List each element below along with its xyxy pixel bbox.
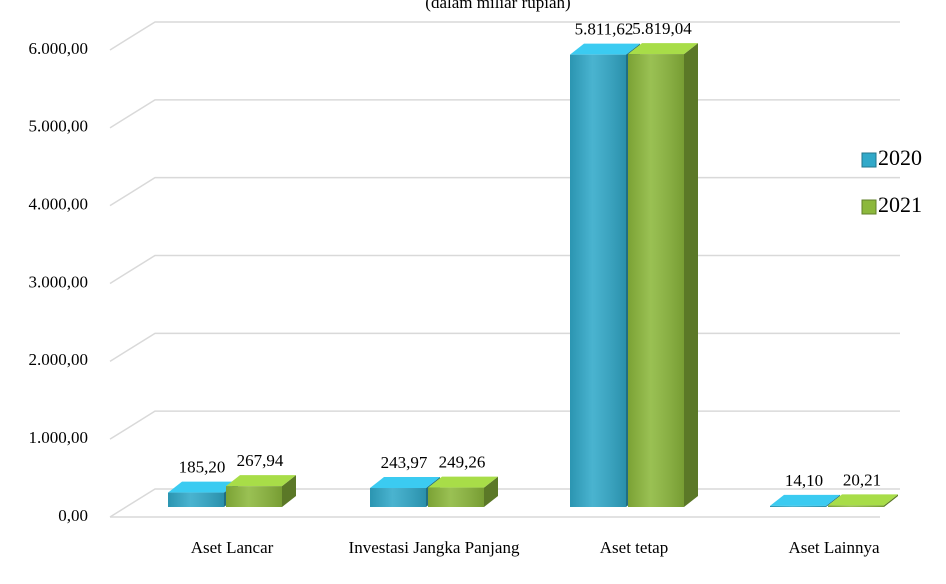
bar-sheen — [428, 487, 484, 507]
bar-side — [884, 494, 898, 507]
data-label: 249,26 — [439, 453, 486, 472]
data-label: 14,10 — [785, 471, 823, 490]
data-label: 243,97 — [381, 453, 428, 472]
bar-sheen — [168, 492, 224, 507]
bar-top — [428, 476, 498, 488]
x-tick-label: Aset Lancar — [190, 538, 274, 557]
grid-line — [109, 332, 900, 362]
bar-sheen — [370, 488, 426, 507]
y-tick-label: 6.000,00 — [29, 39, 89, 58]
y-tick-label: 0,00 — [58, 506, 88, 525]
bar-sheen — [628, 54, 684, 508]
bar-top — [828, 494, 898, 506]
bar-top — [570, 43, 640, 55]
bar-sheen — [828, 505, 884, 507]
bar-side — [282, 475, 296, 507]
bar-top — [226, 475, 296, 487]
data-label: 267,94 — [237, 451, 284, 470]
bar-sheen — [770, 505, 826, 507]
grid-line — [109, 176, 900, 207]
bar-top — [370, 477, 440, 489]
grid-line — [109, 21, 900, 51]
legend-swatch — [861, 199, 877, 215]
data-label: 20,21 — [843, 470, 881, 489]
bar-sheen — [226, 486, 282, 507]
bar-sheen — [570, 54, 626, 508]
x-tick-label: Investasi Jangka Panjang — [348, 538, 520, 557]
legend-label: 2020 — [878, 145, 922, 170]
grid-line — [109, 410, 900, 440]
y-tick-label: 5.000,00 — [29, 117, 89, 136]
data-label: 185,20 — [179, 457, 226, 476]
legend-swatch — [861, 152, 877, 168]
bar-side — [826, 494, 840, 507]
bar-side — [684, 43, 698, 508]
grid-line — [109, 254, 900, 285]
bar-top — [770, 494, 840, 506]
y-tick-label: 2.000,00 — [29, 350, 89, 369]
bar-top — [628, 43, 698, 55]
bar-top — [168, 481, 238, 493]
grid-line — [109, 99, 900, 129]
legend-label: 2021 — [878, 192, 922, 217]
y-tick-label: 1.000,00 — [29, 428, 89, 447]
chart-subtitle: (dalam miliar rupiah) — [425, 0, 570, 12]
y-tick-label: 4.000,00 — [29, 195, 89, 214]
data-label: 5.811,62 — [575, 20, 634, 39]
x-tick-label: Aset Lainnya — [788, 538, 880, 557]
bar-side — [484, 476, 498, 507]
data-label: 5.819,04 — [632, 19, 692, 38]
x-tick-label: Aset tetap — [599, 538, 669, 557]
y-tick-label: 3.000,00 — [29, 272, 89, 291]
